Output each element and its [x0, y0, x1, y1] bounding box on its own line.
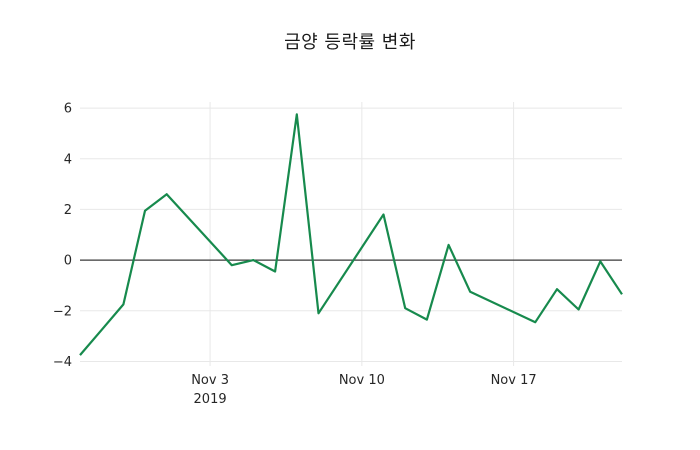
y-tick-label: 0 — [64, 254, 72, 269]
y-tick-label: 4 — [64, 152, 72, 167]
y-tick-label: 2 — [64, 203, 72, 218]
x-tick-label: Nov 3 — [191, 373, 229, 388]
chart-title: 금양 등락률 변화 — [284, 32, 416, 53]
x-tick-label: Nov 17 — [491, 373, 537, 388]
y-tick-label: 6 — [64, 102, 72, 117]
x-tick-year-label: 2019 — [194, 392, 227, 407]
price-change-line — [79, 113, 623, 356]
x-tick-label: Nov 10 — [339, 373, 385, 388]
y-tick-label: −4 — [53, 355, 72, 370]
y-tick-label: −2 — [53, 304, 72, 319]
